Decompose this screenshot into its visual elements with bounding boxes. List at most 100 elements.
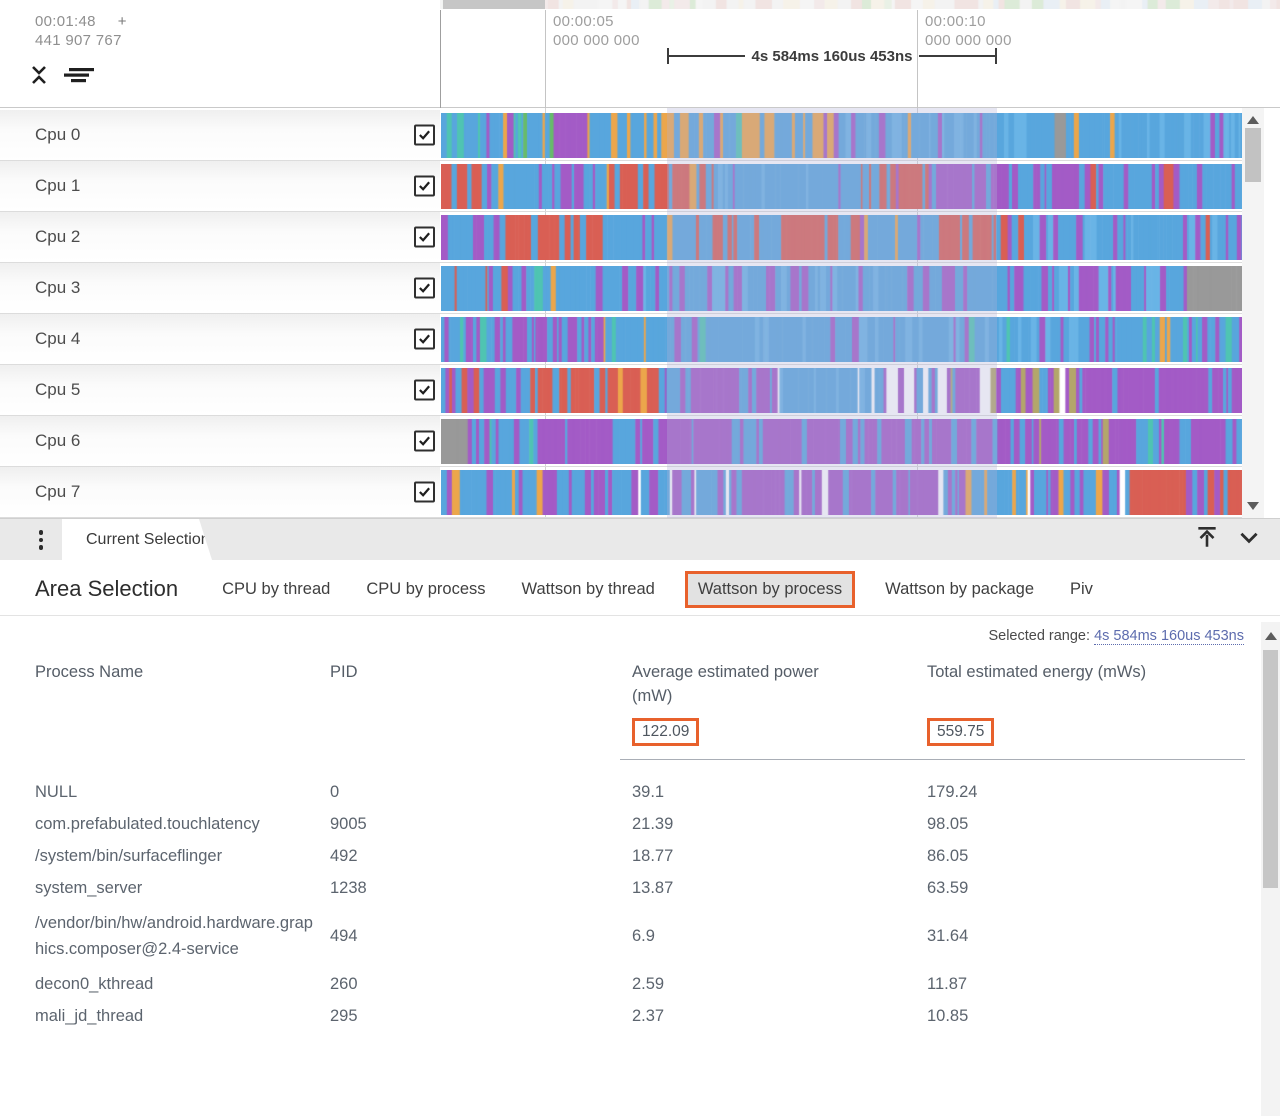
cell-energy: 11.87 bbox=[927, 974, 968, 993]
cell-pid: 260 bbox=[330, 974, 358, 993]
track-name: Cpu 0 bbox=[35, 125, 81, 144]
track-checkbox[interactable] bbox=[414, 379, 435, 401]
area-selection-overlay[interactable] bbox=[667, 108, 997, 518]
collapse-panel-button[interactable] bbox=[1236, 524, 1262, 550]
track-checkbox[interactable] bbox=[414, 481, 435, 503]
cpu-track-row[interactable]: Cpu 3 bbox=[0, 263, 1242, 314]
cell-energy: 98.05 bbox=[927, 814, 969, 833]
ruler-tick-line bbox=[917, 10, 918, 108]
track-timeline-canvas[interactable] bbox=[441, 317, 1242, 362]
track-label[interactable]: Cpu 0 bbox=[0, 110, 440, 160]
track-label[interactable]: Cpu 3 bbox=[0, 263, 440, 313]
cell-process: /vendor/bin/hw/android.hardware.graphics… bbox=[35, 914, 313, 958]
wattson-process-table: Process Name PID Average estimated power… bbox=[35, 656, 1245, 1032]
cell-process: decon0_kthread bbox=[35, 975, 154, 993]
cell-power: 13.87 bbox=[632, 878, 674, 897]
cpu-track-row[interactable]: Cpu 7 bbox=[0, 467, 1242, 518]
track-label[interactable]: Cpu 5 bbox=[0, 365, 440, 415]
collapse-all-tracks-button[interactable] bbox=[26, 62, 52, 88]
table-summary-row: 122.09 559.75 bbox=[35, 716, 1245, 760]
cpu-track-row[interactable]: Cpu 6 bbox=[0, 416, 1242, 467]
detail-tab-cpu-by-thread[interactable]: CPU by thread bbox=[222, 579, 331, 598]
clear-all-button[interactable] bbox=[64, 62, 94, 88]
cell-energy: 179.24 bbox=[927, 782, 978, 801]
track-checkbox[interactable] bbox=[414, 175, 435, 197]
track-timeline-canvas[interactable] bbox=[441, 470, 1242, 515]
detail-scrollbar[interactable] bbox=[1261, 622, 1280, 1116]
scrollbar-thumb[interactable] bbox=[1263, 650, 1278, 888]
track-checkbox[interactable] bbox=[414, 124, 435, 146]
kebab-menu-icon bbox=[38, 530, 44, 535]
track-name: Cpu 6 bbox=[35, 431, 81, 450]
table-row: com.prefabulated.touchlatency 9005 21.39 98… bbox=[35, 808, 1245, 840]
track-checkbox[interactable] bbox=[414, 226, 435, 248]
scrollbar-thumb[interactable] bbox=[1245, 128, 1261, 182]
cell-process: NULL bbox=[35, 783, 78, 801]
cpu-track-row[interactable]: Cpu 1 bbox=[0, 161, 1242, 212]
timeline-header: 00:01:48 + 441 907 767 bbox=[0, 0, 1280, 108]
scroll-down-arrow[interactable] bbox=[1247, 502, 1259, 510]
table-row: /vendor/bin/hw/android.hardware.graphics… bbox=[35, 904, 1245, 968]
track-label[interactable]: Cpu 2 bbox=[0, 212, 440, 262]
tab-menu-button[interactable] bbox=[30, 525, 52, 555]
track-checkbox[interactable] bbox=[414, 430, 435, 452]
detail-tab-cpu-by-process[interactable]: CPU by process bbox=[366, 579, 486, 598]
track-timeline-canvas[interactable] bbox=[441, 113, 1242, 158]
track-checkbox[interactable] bbox=[414, 328, 435, 350]
cell-process: com.prefabulated.touchlatency bbox=[35, 815, 260, 833]
cpu-track-row[interactable]: Cpu 5 bbox=[0, 365, 1242, 416]
track-timeline-canvas[interactable] bbox=[441, 368, 1242, 413]
clear-all-icon bbox=[64, 64, 94, 86]
current-selection-tab[interactable]: Current Selection bbox=[62, 519, 212, 560]
track-name: Cpu 4 bbox=[35, 329, 81, 348]
track-name: Cpu 7 bbox=[35, 482, 81, 501]
cpu-track-row[interactable]: Cpu 0 bbox=[0, 110, 1242, 161]
cell-pid: 492 bbox=[330, 846, 358, 865]
track-timeline-canvas[interactable] bbox=[441, 266, 1242, 311]
cell-energy: 86.05 bbox=[927, 846, 969, 865]
panel-title: Area Selection bbox=[35, 576, 179, 601]
detail-tab-piv[interactable]: Piv bbox=[1070, 579, 1093, 598]
track-timeline-canvas[interactable] bbox=[441, 215, 1242, 260]
cpu-tracks-viewport: Cpu 0 Cpu 1 Cpu 2 Cpu 3 Cpu 4 Cpu 5 Cpu 6 Cpu 7 bbox=[0, 108, 1280, 518]
ruler-tick-label: 00:00:05 000 000 000 bbox=[553, 13, 640, 49]
cell-process: system_server bbox=[35, 879, 143, 897]
expand-panel-button[interactable] bbox=[1194, 524, 1220, 550]
selected-range-link[interactable]: 4s 584ms 160us 453ns bbox=[1094, 628, 1244, 645]
track-name: Cpu 1 bbox=[35, 176, 81, 195]
summary-power-value: 122.09 bbox=[632, 718, 700, 746]
cell-power: 2.37 bbox=[632, 1006, 665, 1025]
cpu-track-row[interactable]: Cpu 2 bbox=[0, 212, 1242, 263]
unfold-less-icon bbox=[28, 64, 50, 86]
cell-power: 21.39 bbox=[632, 814, 674, 833]
cell-pid: 9005 bbox=[330, 814, 367, 833]
overview-viewport-handle[interactable] bbox=[443, 0, 545, 9]
ruler-tick-label: 00:00:10 000 000 000 bbox=[925, 13, 1012, 49]
track-label[interactable]: Cpu 6 bbox=[0, 416, 440, 466]
trace-timestamp: 00:01:48 + 441 907 767 bbox=[35, 13, 127, 49]
track-label[interactable]: Cpu 4 bbox=[0, 314, 440, 364]
bottom-tab-bar: Current Selection bbox=[0, 518, 1280, 560]
track-timeline-canvas[interactable] bbox=[441, 164, 1242, 209]
detail-tab-wattson-by-process[interactable]: Wattson by process bbox=[684, 570, 856, 608]
cell-pid: 295 bbox=[330, 1006, 358, 1025]
scroll-up-arrow[interactable] bbox=[1247, 116, 1259, 124]
cell-power: 39.1 bbox=[632, 782, 665, 801]
track-label[interactable]: Cpu 7 bbox=[0, 467, 440, 517]
track-timeline-canvas[interactable] bbox=[441, 419, 1242, 464]
detail-tab-wattson-by-thread[interactable]: Wattson by thread bbox=[521, 579, 655, 598]
cell-pid: 1238 bbox=[330, 878, 367, 897]
timeline-overview[interactable] bbox=[440, 0, 1280, 9]
track-checkbox[interactable] bbox=[414, 277, 435, 299]
summary-energy-value: 559.75 bbox=[927, 718, 995, 746]
track-label[interactable]: Cpu 1 bbox=[0, 161, 440, 211]
scroll-up-arrow[interactable] bbox=[1264, 632, 1277, 640]
track-name: Cpu 2 bbox=[35, 227, 81, 246]
cell-energy: 31.64 bbox=[927, 926, 969, 945]
cell-power: 6.9 bbox=[632, 926, 655, 945]
table-row: /system/bin/surfaceflinger 492 18.77 86.05 bbox=[35, 840, 1245, 872]
cpu-track-row[interactable]: Cpu 4 bbox=[0, 314, 1242, 365]
table-header-row: Process Name PID Average estimated power… bbox=[35, 663, 1147, 705]
tracks-scrollbar[interactable] bbox=[1242, 108, 1264, 518]
detail-tab-wattson-by-package[interactable]: Wattson by package bbox=[885, 579, 1034, 598]
